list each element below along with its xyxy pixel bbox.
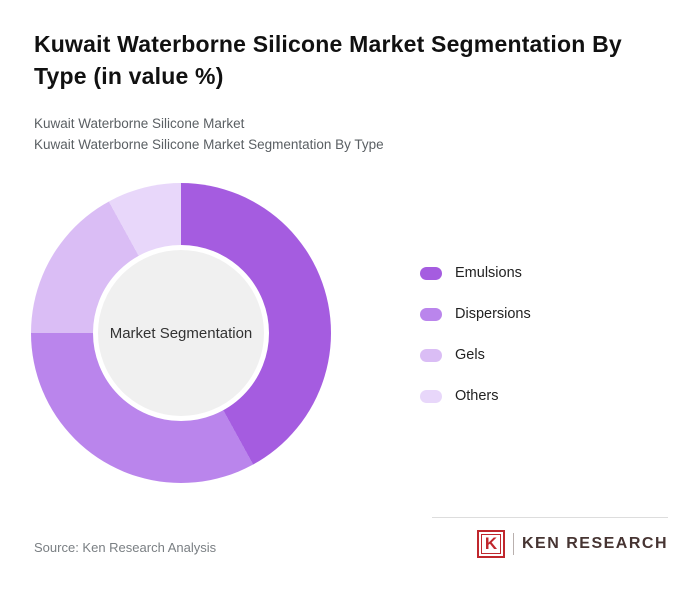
legend-label-dispersions: Dispersions [455,306,531,322]
ken-research-wordmark: KEN RESEARCH [521,535,668,552]
legend-label-others: Others [455,388,499,404]
subtitle-market: Kuwait Waterborne Silicone Market [34,116,245,131]
ken-research-k-icon: K [476,530,505,558]
chart-legend: Emulsions Dispersions Gels Others [420,265,531,429]
donut-chart: Market Segmentation [31,183,331,483]
legend-item-dispersions: Dispersions [420,306,531,322]
legend-label-gels: Gels [455,347,485,363]
legend-item-others: Others [420,388,531,404]
legend-label-emulsions: Emulsions [455,265,522,281]
legend-swatch-emulsions [420,266,442,280]
ken-research-logo: K KEN RESEARCH [432,517,668,558]
source-note: Source: Ken Research Analysis [34,540,217,555]
legend-swatch-others [420,389,442,403]
logo-divider [512,533,514,555]
legend-swatch-dispersions [420,307,442,321]
page-title: Kuwait Waterborne Silicone Market Segmen… [34,31,622,90]
subtitle-segmentation: Kuwait Waterborne Silicone Market Segmen… [34,137,384,152]
donut-center: Market Segmentation [93,245,269,421]
legend-item-emulsions: Emulsions [420,265,531,281]
legend-item-gels: Gels [420,347,531,363]
legend-swatch-gels [420,348,442,362]
donut-center-label: Market Segmentation [109,324,253,342]
